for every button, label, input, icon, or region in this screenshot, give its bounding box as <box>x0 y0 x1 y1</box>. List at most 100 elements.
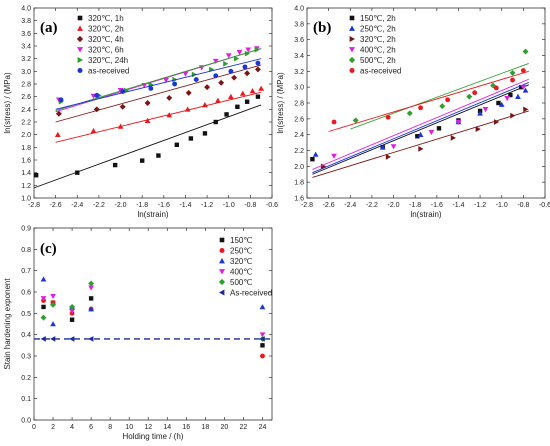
x-tick-label: -1.6 <box>431 202 443 209</box>
data-point <box>493 85 499 91</box>
y-tick-label: 1.8 <box>21 145 31 152</box>
data-point <box>415 134 420 139</box>
legend-label: 500℃, 2h <box>360 56 396 65</box>
data-point <box>40 336 46 342</box>
data-point <box>119 103 126 110</box>
data-point <box>352 117 359 124</box>
data-point <box>320 163 327 170</box>
data-point <box>156 153 161 158</box>
data-point <box>182 71 189 77</box>
data-point <box>225 53 232 59</box>
x-tick-label: 20 <box>221 424 229 431</box>
y-tick-label: 2.2 <box>294 148 304 155</box>
data-point <box>40 296 47 302</box>
data-point <box>494 119 500 125</box>
legend-label: 150℃, 2h <box>360 14 396 23</box>
y-tick-label: 2.8 <box>294 101 304 108</box>
x-tick-label: -1.0 <box>223 202 235 209</box>
fit-line <box>33 104 262 189</box>
data-point <box>54 131 61 137</box>
data-point <box>418 105 424 111</box>
fit-line <box>312 110 529 178</box>
x-tick-label: 18 <box>201 424 209 431</box>
data-point <box>40 314 47 321</box>
y-tick-label: 0.0 <box>21 418 31 425</box>
data-point <box>215 97 221 103</box>
legend-label: 400℃ <box>230 268 252 277</box>
x-axis-label: ln(strain) <box>410 210 441 219</box>
legend-label: As-received <box>230 289 272 298</box>
data-point <box>88 280 95 287</box>
data-point <box>498 101 505 107</box>
legend-label: 500℃ <box>230 278 252 287</box>
x-axis-label: ln(strain) <box>137 210 168 219</box>
y-tick-label: 3.6 <box>294 37 304 44</box>
fit-line <box>312 84 529 175</box>
data-point <box>235 104 240 109</box>
chart-panel-c: 0 2 4 6 8 10 12 14 16 18 20 22 240.00.10.20.30.40.50… <box>3 226 273 441</box>
series-400- <box>40 285 266 338</box>
y-tick-label: 0.9 <box>21 226 31 233</box>
legend-marker <box>77 67 83 74</box>
legend-marker <box>218 278 226 286</box>
x-tick-label: -1.8 <box>136 202 148 209</box>
y-tick-label: 3.8 <box>294 21 304 28</box>
data-point <box>249 88 256 94</box>
legend-label: as-received <box>360 67 401 76</box>
series-320-2h <box>312 106 529 178</box>
data-point <box>385 153 391 160</box>
series-320-24h <box>55 46 262 112</box>
data-point <box>75 170 80 175</box>
data-point <box>88 336 94 342</box>
data-point <box>260 353 265 359</box>
data-point <box>228 93 234 99</box>
data-point <box>439 103 446 110</box>
data-point <box>522 48 529 55</box>
data-point <box>228 68 234 74</box>
data-point <box>428 130 435 136</box>
data-point <box>204 84 211 91</box>
panel-label: (a) <box>40 20 58 36</box>
y-tick-label: 3.4 <box>21 44 31 51</box>
legend-marker <box>219 258 225 264</box>
data-point <box>144 117 151 124</box>
y-tick-label: 1.0 <box>21 196 31 203</box>
data-point <box>69 308 75 315</box>
data-point <box>193 77 199 82</box>
data-point <box>417 131 424 137</box>
data-point <box>202 131 208 136</box>
y-tick-label: 2.4 <box>21 107 31 114</box>
x-tick-label: -2.8 <box>301 202 313 209</box>
x-tick-label: 10 <box>125 424 133 431</box>
x-tick-label: -0.8 <box>244 202 256 209</box>
legend-label: 320℃ <box>230 257 252 266</box>
series-as-received <box>328 68 529 132</box>
y-tick-label: 2.4 <box>294 132 304 139</box>
legend-label: 150℃ <box>230 236 252 245</box>
legend-label: 400℃, 2h <box>360 46 396 55</box>
x-tick-label: -2.4 <box>344 202 356 209</box>
data-point <box>174 142 179 147</box>
fit-line <box>55 58 262 110</box>
panel-label: (b) <box>313 20 331 36</box>
y-tick-label: 3.2 <box>21 56 31 63</box>
fit-line <box>312 82 529 174</box>
x-axis-label: Holding time / (h) <box>123 432 184 441</box>
x-tick-label: -1.0 <box>496 202 508 209</box>
y-tick-label: 1.2 <box>21 183 31 190</box>
fit-line <box>350 62 529 130</box>
y-tick-label: 0.7 <box>21 268 31 275</box>
legend-marker <box>77 57 83 63</box>
x-tick-label: 6 <box>89 424 93 431</box>
y-axis-label: ln(stress) / (MPa) <box>276 72 285 134</box>
data-point <box>69 317 75 322</box>
x-tick-label: -1.4 <box>452 202 464 209</box>
series-as-received <box>40 336 265 342</box>
legend-label: 320℃, 1h <box>88 14 124 23</box>
data-point <box>117 123 124 129</box>
data-point <box>242 64 248 70</box>
data-point <box>234 55 240 62</box>
data-point <box>260 343 265 348</box>
data-point <box>259 304 266 310</box>
